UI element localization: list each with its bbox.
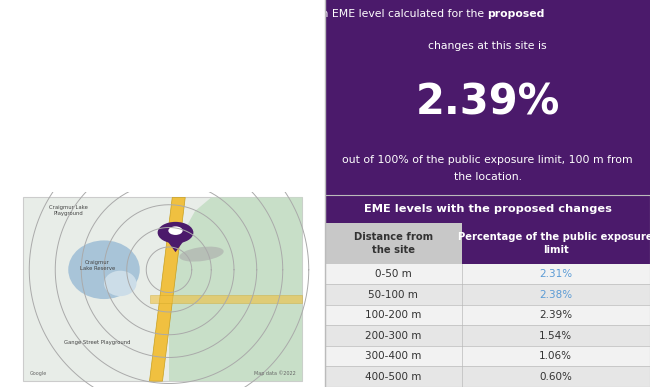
- Text: 1.06%: 1.06%: [540, 351, 572, 361]
- Text: changes at this site is: changes at this site is: [428, 41, 547, 51]
- Bar: [325, 284, 650, 305]
- Text: 200-300 m: 200-300 m: [365, 331, 421, 341]
- Bar: [325, 223, 462, 264]
- Text: Distance from
the site: Distance from the site: [354, 233, 433, 255]
- Text: systems at this site is: systems at this site is: [103, 42, 222, 52]
- Text: Map data ©2022: Map data ©2022: [254, 371, 296, 376]
- Text: 2.38%: 2.38%: [540, 290, 572, 300]
- Text: Craigmur
Lake Reserve: Craigmur Lake Reserve: [80, 260, 115, 271]
- Text: 0.36%: 0.36%: [90, 69, 235, 111]
- Bar: [462, 223, 650, 264]
- Bar: [325, 366, 650, 387]
- Bar: [325, 0, 650, 195]
- Circle shape: [157, 222, 194, 243]
- Text: out of 100% of the public exposure limit, 100 m from: out of 100% of the public exposure limit…: [342, 155, 633, 165]
- Text: the location.: the location.: [454, 172, 521, 182]
- Circle shape: [168, 226, 183, 235]
- Text: existing: existing: [162, 14, 211, 23]
- Bar: [325, 305, 650, 325]
- Polygon shape: [169, 197, 302, 381]
- Ellipse shape: [68, 240, 140, 299]
- Text: 0-50 m: 0-50 m: [375, 269, 411, 279]
- Bar: [23, 197, 302, 381]
- Text: The maximum EME level calculated for the: The maximum EME level calculated for the: [0, 14, 162, 23]
- Text: 2.31%: 2.31%: [540, 269, 572, 279]
- Text: Craigmur Lake
Playground: Craigmur Lake Playground: [49, 205, 88, 216]
- Text: 400-500 m: 400-500 m: [365, 372, 421, 382]
- Text: The maximum EME level calculated for the: The maximum EME level calculated for the: [250, 9, 488, 19]
- Text: 0.60%: 0.60%: [540, 372, 572, 382]
- Text: Percentage of the public exposure
limit: Percentage of the public exposure limit: [458, 233, 650, 255]
- Text: proposed: proposed: [488, 9, 545, 19]
- Text: 50-100 m: 50-100 m: [369, 290, 418, 300]
- Bar: [325, 195, 650, 387]
- Bar: [325, 264, 650, 284]
- Polygon shape: [150, 197, 185, 381]
- Bar: [325, 195, 650, 223]
- Bar: [325, 346, 650, 366]
- Bar: [325, 325, 650, 346]
- Text: Gange Street Playground: Gange Street Playground: [64, 340, 131, 345]
- Text: 300-400 m: 300-400 m: [365, 351, 421, 361]
- Ellipse shape: [104, 271, 136, 296]
- Text: 2.39%: 2.39%: [540, 310, 572, 320]
- Text: out of 100% of the public exposure limit, 215 m from: out of 100% of the public exposure limit…: [18, 138, 307, 148]
- Polygon shape: [150, 295, 302, 303]
- Ellipse shape: [179, 247, 224, 262]
- Text: EME levels with the proposed changes: EME levels with the proposed changes: [363, 204, 612, 214]
- Text: the location.: the location.: [129, 165, 196, 175]
- Polygon shape: [164, 236, 187, 252]
- Text: Google: Google: [29, 371, 47, 376]
- Text: 100-200 m: 100-200 m: [365, 310, 421, 320]
- Text: 2.39%: 2.39%: [415, 81, 560, 123]
- Text: 1.54%: 1.54%: [540, 331, 572, 341]
